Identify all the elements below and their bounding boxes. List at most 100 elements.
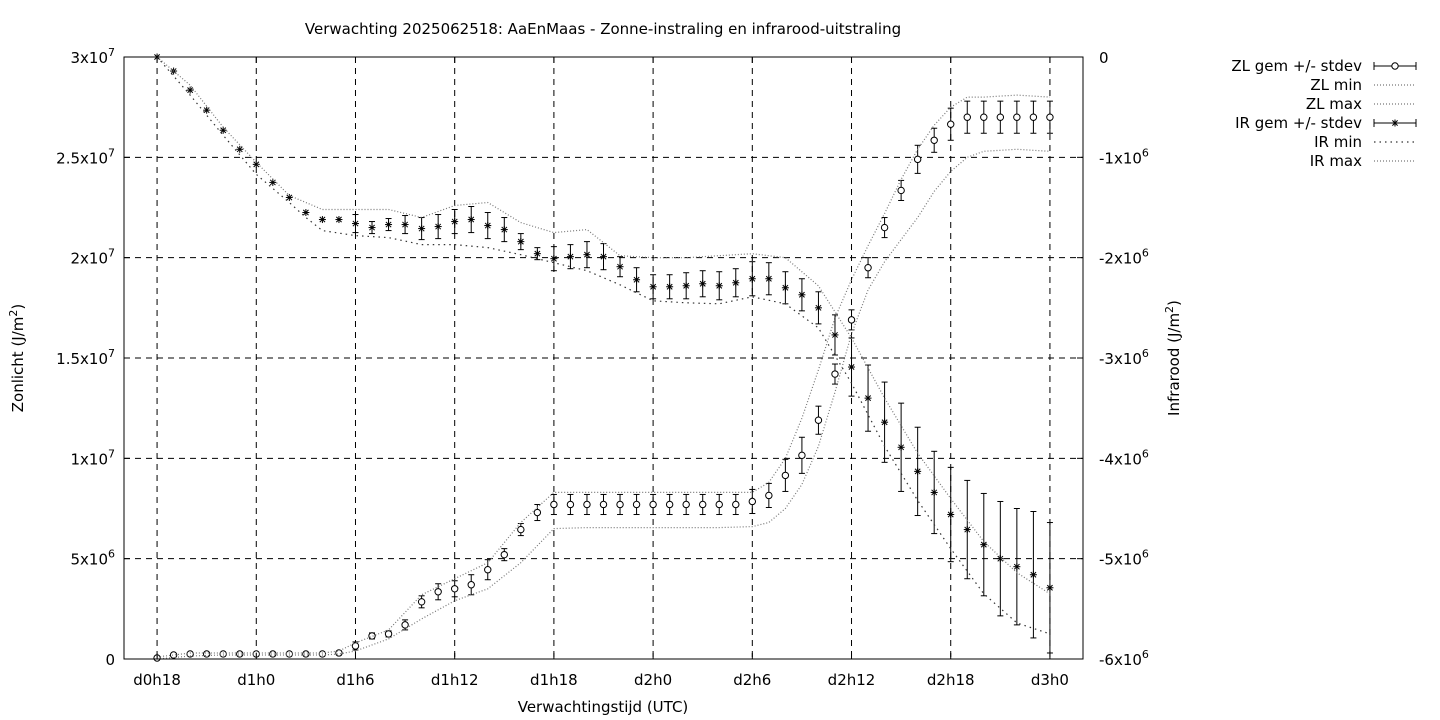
y-tick-label-left: 3x107: [70, 46, 115, 67]
star-stroke: [567, 253, 574, 260]
series-ir-min: [156, 56, 1051, 635]
data-point: [699, 500, 707, 509]
y-tick-label-left: 1x107: [70, 447, 115, 468]
data-point: [1013, 563, 1021, 571]
series-zl-min: [157, 148, 1050, 660]
data-point: [963, 526, 971, 534]
data-point: [831, 331, 839, 339]
data-point: [533, 508, 542, 517]
star-stroke: [550, 255, 557, 262]
data-point: [385, 221, 393, 229]
x-tick-label: d1h12: [431, 671, 479, 689]
data-point: [765, 491, 773, 500]
star-stroke: [1030, 571, 1037, 578]
data-point: [682, 282, 690, 290]
star-stroke: [335, 216, 342, 223]
star-stroke: [782, 284, 789, 291]
data-point: [748, 275, 756, 283]
axis-ticks: d0h18 d1h0 d1h6 d1h12 d1h18 d2h0 d2h6 d2h12 d2h1…: [56, 46, 1149, 689]
data-point: [699, 280, 707, 288]
data-point: [913, 155, 922, 164]
data-point: [467, 216, 475, 224]
data-point: [980, 541, 988, 549]
data-point: [864, 264, 872, 272]
data-point: [831, 370, 839, 378]
data-point: [781, 471, 790, 480]
data-point: [600, 253, 607, 261]
star-stroke: [964, 526, 971, 533]
data-point: [930, 488, 938, 496]
data-point: [186, 650, 194, 658]
data-point: [881, 418, 889, 426]
data-point: [186, 86, 194, 94]
star-stroke: [435, 223, 442, 230]
data-point: [980, 113, 988, 121]
data-point: [269, 650, 277, 658]
legend-marker: [1391, 62, 1399, 70]
star-stroke: [236, 146, 243, 153]
data-point: [368, 224, 376, 232]
data-point: [335, 216, 343, 224]
data-point: [814, 304, 822, 312]
data-point: [252, 160, 260, 168]
data-point: [318, 216, 326, 224]
legend-item: IR max: [1310, 152, 1416, 170]
data-point: [202, 650, 211, 658]
y-tick-label-right: -3x106: [1099, 347, 1149, 368]
x-tick-label: d0h18: [133, 671, 181, 689]
data-point: [533, 250, 541, 258]
data-point: [517, 525, 525, 534]
data-point: [897, 443, 905, 451]
y-tick-label-left: 2.5x107: [56, 146, 115, 167]
data-point: [451, 218, 459, 226]
data-point: [368, 632, 376, 640]
data-point: [632, 500, 641, 509]
star-stroke: [898, 444, 905, 451]
data-point: [715, 500, 723, 509]
star-stroke: [484, 222, 491, 229]
star-stroke: [451, 218, 458, 225]
data-point: [401, 221, 409, 229]
x-tick-label: d1h0: [237, 671, 275, 689]
star-stroke: [732, 279, 739, 286]
data-point: [682, 500, 690, 509]
star-stroke: [633, 276, 640, 283]
data-point: [500, 226, 508, 234]
star-stroke: [997, 555, 1004, 562]
star-stroke: [881, 419, 888, 426]
data-point: [236, 650, 244, 658]
data-point: [351, 220, 359, 228]
data-point: [484, 566, 492, 574]
data-point: [517, 238, 525, 246]
series-zl-max: [157, 94, 1050, 658]
data-point: [583, 500, 591, 509]
data-point: [864, 394, 872, 402]
y-tick-label-left: 5x106: [70, 548, 115, 569]
data-point: [269, 178, 277, 186]
star-stroke: [666, 283, 673, 290]
x-tick-label: d1h18: [530, 671, 578, 689]
data-point: [963, 113, 971, 121]
star-stroke: [517, 238, 524, 245]
data-point: [665, 500, 674, 509]
y-tick-label-left: 0: [105, 651, 115, 669]
data-point: [847, 316, 856, 324]
data-point: [318, 650, 327, 658]
data-point: [219, 126, 227, 134]
data-point: [401, 621, 409, 629]
y-tick-label-right: -5x106: [1099, 548, 1149, 569]
data-point: [616, 500, 624, 509]
y-axis-label-right: Infrarood (J/m2): [1163, 300, 1183, 416]
data-point: [434, 223, 442, 231]
star-stroke: [385, 221, 392, 228]
star-stroke: [369, 224, 375, 231]
data-point: [484, 222, 492, 230]
data-point: [285, 193, 293, 201]
star-stroke: [302, 209, 309, 216]
star-stroke: [650, 283, 657, 290]
legend-label: IR max: [1310, 152, 1362, 170]
data-point: [732, 500, 740, 509]
data-point: [583, 251, 591, 259]
y-tick-label-right: 0: [1099, 49, 1109, 67]
